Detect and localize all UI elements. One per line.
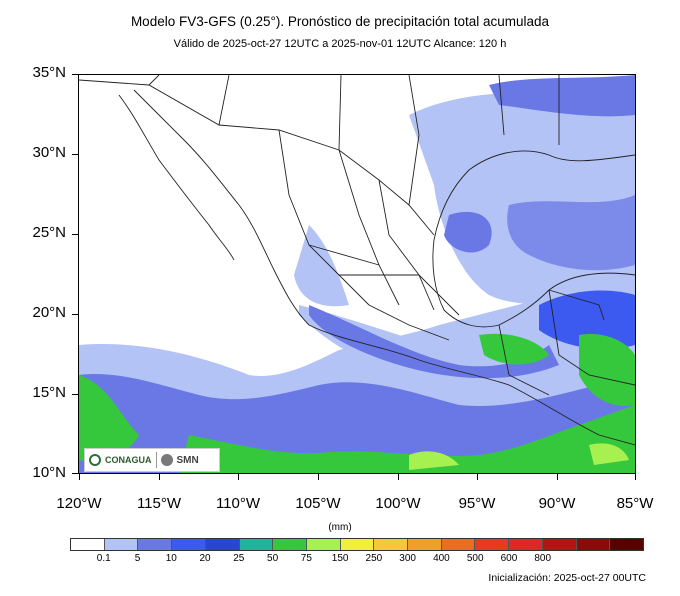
smn-logo-text: SMN	[176, 454, 199, 466]
precipitation-map	[78, 74, 636, 474]
lon-tick-115	[159, 474, 160, 480]
colorbar-segment	[104, 539, 139, 550]
lat-label-15: 15°N	[32, 384, 66, 401]
colorbar	[70, 538, 644, 551]
lon-tick-95	[477, 474, 478, 480]
precip-yellowgreen-east	[589, 443, 629, 465]
lon-label-115: 115°W	[136, 495, 182, 512]
colorbar-segment	[374, 539, 409, 550]
lat-tick-15	[72, 394, 78, 395]
logo-divider	[155, 452, 157, 468]
colorbar-units: (mm)	[328, 522, 352, 533]
lon-tick-90	[557, 474, 558, 480]
lat-tick-30	[72, 154, 78, 155]
conagua-logo-text: CONAGUA	[105, 455, 152, 465]
colorbar-segment	[475, 539, 510, 550]
lat-label-20: 20°N	[32, 304, 66, 321]
precip-mid-yucatan	[539, 290, 635, 350]
lon-tick-120	[79, 474, 80, 480]
colorbar-segment	[542, 539, 577, 550]
lon-label-95: 95°W	[458, 495, 496, 512]
lon-label-110: 110°W	[215, 495, 261, 512]
precip-green-south	[179, 405, 635, 473]
precip-green-gt	[479, 333, 549, 365]
border-us-mexico	[79, 79, 435, 236]
lat-tick-20	[72, 314, 78, 315]
map-subtitle: Válido de 2025-oct-27 12UTC a 2025-nov-0…	[173, 38, 507, 50]
colorbar-tick-label: 150	[331, 553, 349, 564]
colorbar-segment	[273, 539, 307, 550]
coastline-gulf-california	[133, 89, 240, 206]
colorbar-tick-label: 500	[466, 553, 484, 564]
colorbar-tick-label: 25	[233, 553, 245, 564]
precip-mid-ne	[489, 75, 635, 117]
precip-light-gulf	[409, 92, 635, 305]
lat-label-35: 35°N	[32, 64, 66, 81]
coastline-baja	[118, 94, 235, 261]
lat-label-30: 30°N	[32, 144, 66, 161]
precip-mid-gulf	[444, 211, 492, 253]
lon-label-90: 90°W	[538, 495, 576, 512]
colorbar-segment	[441, 539, 476, 550]
colorbar-segment	[71, 539, 105, 550]
colorbar-segment	[239, 539, 274, 550]
lon-label-85: 85°W	[616, 495, 654, 512]
colorbar-segment	[408, 539, 442, 550]
lat-label-25: 25°N	[32, 224, 66, 241]
colorbar-tick-label: 50	[267, 553, 279, 564]
lat-label-10: 10°N	[32, 464, 66, 481]
logo-box: CONAGUA SMN	[84, 448, 220, 472]
precip-yellowgreen	[409, 451, 459, 470]
colorbar-tick-label: 10	[165, 553, 177, 564]
lon-label-120: 120°W	[56, 495, 102, 512]
lat-tick-25	[72, 234, 78, 235]
colorbar-segment	[306, 539, 341, 550]
lon-tick-110	[238, 474, 239, 480]
colorbar-segment	[576, 539, 611, 550]
border-central-america	[498, 289, 635, 396]
precip-mid-coast	[309, 305, 559, 379]
colorbar-segment	[610, 539, 643, 550]
colorbar-tick-label: 250	[365, 553, 383, 564]
colorbar-segment	[340, 539, 375, 550]
lon-tick-100	[398, 474, 399, 480]
colorbar-tick-label: 600	[500, 553, 518, 564]
state-lines-mexico	[278, 129, 460, 341]
conagua-logo-icon	[89, 454, 101, 466]
colorbar-tick-label: 400	[433, 553, 450, 564]
precip-green-sw	[79, 375, 139, 462]
colorbar-segment	[509, 539, 543, 550]
state-lines-us	[148, 75, 560, 206]
colorbar-segment	[172, 539, 206, 550]
lat-tick-35	[72, 74, 78, 75]
colorbar-tick-label: 300	[399, 553, 416, 564]
lon-tick-85	[635, 474, 636, 480]
precip-green-central	[579, 334, 635, 406]
initialization-label: Inicialización: 2025-oct-27 00UTC	[488, 572, 646, 584]
colorbar-tick-label: 20	[199, 553, 211, 564]
colorbar-segment	[138, 539, 173, 550]
smn-logo-icon	[160, 454, 173, 466]
colorbar-tick-label: 5	[134, 553, 141, 564]
colorbar-segment	[205, 539, 240, 550]
lon-tick-105	[318, 474, 319, 480]
colorbar-tick-label: 0.1	[96, 553, 111, 564]
colorbar-tick-label: 800	[534, 553, 552, 564]
precip-light-sierra	[294, 225, 349, 307]
coastline-mainland-pacific	[238, 204, 635, 446]
precip-mid-gulf-east	[507, 195, 635, 271]
colorbar-tick-label: 75	[300, 553, 312, 564]
lon-label-105: 105°W	[295, 495, 341, 512]
map-title: Modelo FV3-GFS (0.25°). Pronóstico de pr…	[130, 14, 550, 29]
lat-tick-10	[72, 473, 78, 474]
lon-label-100: 100°W	[375, 495, 421, 512]
